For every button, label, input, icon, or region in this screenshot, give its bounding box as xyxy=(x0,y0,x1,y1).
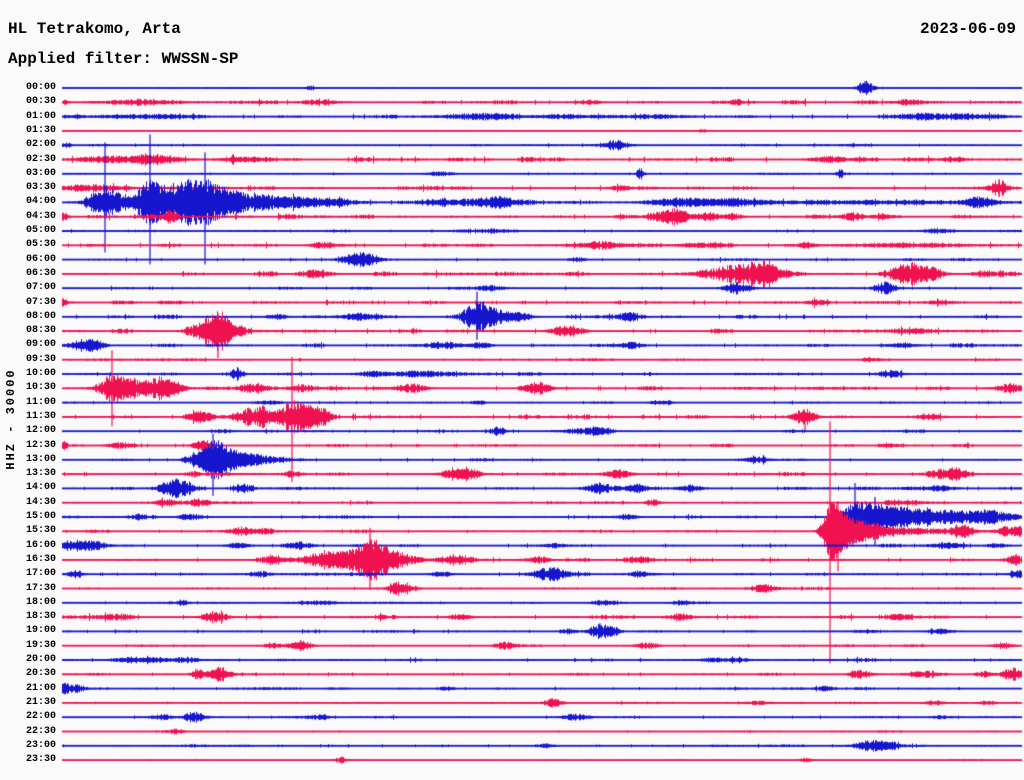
time-label: 19:00 xyxy=(25,625,56,637)
time-label: 17:30 xyxy=(25,582,56,594)
time-label: 01:30 xyxy=(25,124,56,136)
time-label: 13:00 xyxy=(25,453,56,465)
time-label: 12:30 xyxy=(25,439,56,451)
time-label: 12:00 xyxy=(25,425,56,437)
time-label: 21:30 xyxy=(25,696,56,708)
time-label: 14:00 xyxy=(25,482,56,494)
time-label: 06:00 xyxy=(25,253,56,265)
time-label: 01:00 xyxy=(25,110,56,122)
time-label: 11:30 xyxy=(25,410,56,422)
time-label: 15:00 xyxy=(25,511,56,522)
time-label: 02:30 xyxy=(25,153,56,165)
time-label: 10:30 xyxy=(25,382,56,394)
time-label: 03:30 xyxy=(25,182,56,194)
time-label: 09:00 xyxy=(25,339,56,351)
time-label: 22:30 xyxy=(25,725,56,737)
time-label: 13:30 xyxy=(25,468,56,480)
time-label: 18:00 xyxy=(25,596,56,608)
time-label: 14:30 xyxy=(25,496,56,508)
date-label: 2023-06-09 xyxy=(919,20,1016,38)
time-label: 16:30 xyxy=(25,553,56,565)
time-label: 05:00 xyxy=(25,225,56,236)
time-label: 16:00 xyxy=(25,539,56,551)
time-label: 19:30 xyxy=(25,639,56,651)
time-label: 22:00 xyxy=(25,711,56,723)
time-label: 05:30 xyxy=(25,239,56,251)
time-label: 23:30 xyxy=(25,754,56,766)
time-label: 04:00 xyxy=(25,196,56,208)
time-label: 02:00 xyxy=(25,139,56,151)
time-label: 11:00 xyxy=(25,396,56,408)
time-label: 15:30 xyxy=(25,525,56,537)
time-label: 07:30 xyxy=(25,296,56,308)
time-label: 10:00 xyxy=(25,368,56,379)
time-label: 23:00 xyxy=(25,739,56,751)
time-label: 00:30 xyxy=(25,96,56,108)
time-label: 18:30 xyxy=(25,611,56,623)
station-title: HL Tetrakomo, Arta xyxy=(8,20,181,38)
time-label: 00:00 xyxy=(25,82,56,93)
time-label: 21:00 xyxy=(25,682,56,694)
time-label: 17:00 xyxy=(25,568,56,580)
time-label: 20:00 xyxy=(25,654,56,665)
filter-label: Applied filter: WWSSN-SP xyxy=(8,50,239,68)
time-label: 06:30 xyxy=(25,267,56,279)
time-label: 07:00 xyxy=(25,282,56,294)
time-label: 20:30 xyxy=(25,668,56,680)
time-label: 04:30 xyxy=(25,210,56,222)
time-label: 03:00 xyxy=(25,167,56,179)
time-label: 08:30 xyxy=(25,325,56,337)
time-label: 08:00 xyxy=(25,310,56,322)
time-label: 09:30 xyxy=(25,353,56,365)
